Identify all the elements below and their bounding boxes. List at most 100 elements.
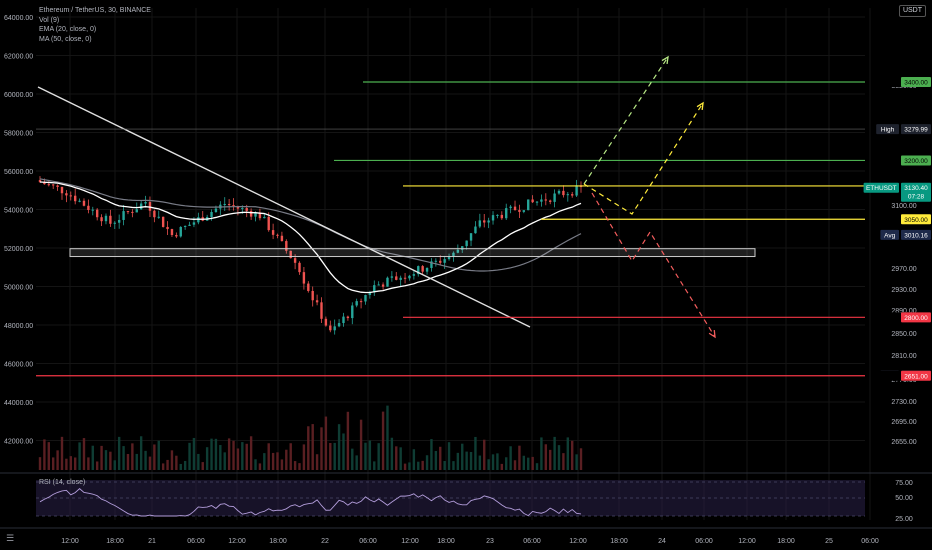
volume-bar <box>179 463 182 470</box>
candle-body <box>144 202 147 204</box>
candle-body <box>214 208 218 213</box>
candle-body <box>197 217 200 223</box>
candle-body <box>307 283 310 291</box>
volume-bar <box>527 457 530 470</box>
candle-body <box>271 230 275 235</box>
candle-body <box>491 215 495 221</box>
candle-body <box>461 246 464 250</box>
volume-bar <box>452 461 455 470</box>
left-axis-tick: 54000.00 <box>4 208 33 215</box>
candle-body <box>100 217 103 222</box>
price-badge <box>901 214 931 225</box>
candle-body <box>359 301 363 303</box>
candle-body <box>232 205 235 207</box>
projection-arrow-red-head <box>708 329 716 339</box>
left-axis-tick: 50000.00 <box>4 285 33 292</box>
volume-bar <box>60 436 64 470</box>
candle-body <box>188 224 191 226</box>
tradingview-logo-icon[interactable]: ☰ <box>6 534 15 544</box>
candle-body <box>544 199 548 201</box>
volume-bar <box>148 456 152 470</box>
candle-body <box>320 302 323 319</box>
candle-body <box>527 199 530 211</box>
candle-body <box>236 206 240 209</box>
left-axis-tick: 56000.00 <box>4 169 33 176</box>
price-badge-label: ETHUSDT <box>866 185 897 192</box>
volume-bar <box>408 462 411 470</box>
volume-bar <box>144 450 147 470</box>
volume-bar <box>320 427 323 470</box>
candle-body <box>153 210 156 218</box>
price-badge-value: 3010.16 <box>904 232 928 239</box>
currency-button[interactable]: USDT <box>898 5 926 17</box>
volume-bar <box>263 453 266 470</box>
volume-bar <box>469 451 473 470</box>
candle-body <box>364 294 367 302</box>
volume-bar <box>276 452 279 470</box>
volume-bar <box>293 461 297 470</box>
candle-body <box>395 276 398 280</box>
candle-body <box>126 211 130 213</box>
candle-body <box>386 277 389 287</box>
volume-bar <box>271 452 275 470</box>
candle-body <box>403 277 407 279</box>
volume-bar <box>447 442 451 470</box>
candle-body <box>522 210 526 212</box>
volume-bar <box>91 445 94 470</box>
candle-body <box>113 222 116 224</box>
candle-body <box>161 216 165 227</box>
time-axis-tick: 18:00 <box>610 538 628 545</box>
right-axis-tick: 2970.00 <box>891 266 916 273</box>
volume-bar <box>562 453 565 470</box>
symbol-title[interactable]: Ethereum / TetherUS, 30, BINANCE <box>39 7 151 14</box>
volume-bar <box>166 459 169 470</box>
volume-bar <box>38 457 42 470</box>
right-axis-tick: 2655.00 <box>891 439 916 446</box>
candle-body <box>452 252 455 257</box>
candle-body <box>241 208 244 210</box>
time-axis-tick: 22 <box>321 538 329 545</box>
left-axis-tick: 44000.00 <box>4 400 33 407</box>
volume-bar <box>122 446 125 470</box>
price-badge-label: Avg <box>884 232 895 239</box>
volume-bar <box>518 445 521 470</box>
volume-bar <box>65 458 68 470</box>
ma-indicator-label[interactable]: MA (50, close, 0) <box>39 35 92 43</box>
ma-50-line <box>39 178 582 272</box>
candle-body <box>249 210 253 217</box>
volume-bar <box>192 437 196 470</box>
volume-bar <box>113 460 116 470</box>
candle-body <box>183 225 187 227</box>
candle-body <box>280 235 284 242</box>
volume-bar <box>377 443 380 470</box>
price-badge-label-bg <box>880 229 899 240</box>
volume-bar <box>557 445 561 470</box>
candle-body <box>109 215 112 224</box>
ema-indicator-label[interactable]: EMA (20, close, 0) <box>39 26 97 33</box>
volume-bar <box>51 457 55 470</box>
left-axis-tick: 52000.00 <box>4 246 33 253</box>
volume-bar <box>329 442 332 470</box>
volume-bar <box>236 448 240 470</box>
candle-body <box>399 277 402 280</box>
volume-bar <box>381 411 385 470</box>
time-axis-tick: 18:00 <box>269 538 287 545</box>
rsi-indicator-label[interactable]: RSI (14, close) <box>39 479 86 486</box>
volume-bar <box>513 460 517 470</box>
volume-bar <box>175 455 178 470</box>
volume-bar <box>566 437 570 470</box>
volume-indicator-label[interactable]: Vol (9) <box>39 16 60 24</box>
volume-bar <box>465 451 468 470</box>
candle-body <box>38 180 42 183</box>
candle-body <box>566 194 570 196</box>
left-axis-tick: 64000.00 <box>4 15 33 22</box>
volume-bar <box>258 463 262 470</box>
candle-body <box>254 212 257 217</box>
left-axis-tick: 46000.00 <box>4 362 33 369</box>
candle-body <box>557 190 561 194</box>
volume-bar <box>500 463 504 470</box>
volume-bar <box>439 446 442 470</box>
volume-bar <box>311 424 314 470</box>
volume-bar <box>285 449 288 470</box>
